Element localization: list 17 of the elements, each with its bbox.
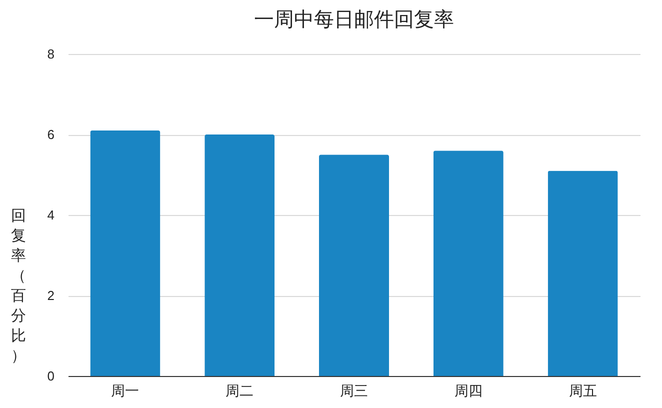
y-tick-label: 0 — [47, 368, 54, 384]
bar — [433, 150, 504, 376]
bar — [90, 130, 160, 376]
y-tick-label: 4 — [47, 208, 54, 222]
y-tick-label: 6 — [47, 127, 54, 142]
bar — [204, 134, 275, 376]
y-tick-label: 2 — [47, 288, 54, 303]
chart-title: 一周中每日邮件回复率 — [254, 9, 454, 31]
y-axis-title: 回复率（百分比） — [11, 208, 26, 364]
x-tick-label: 周四 — [454, 382, 482, 398]
x-tick-label: 周五 — [568, 382, 597, 398]
x-tick-label: 周二 — [226, 382, 254, 398]
x-tick-label: 周一 — [111, 382, 140, 398]
x-tick-label: 周三 — [340, 382, 368, 398]
y-tick-label: 8 — [47, 46, 54, 62]
bar — [318, 154, 390, 376]
bar — [548, 170, 618, 376]
